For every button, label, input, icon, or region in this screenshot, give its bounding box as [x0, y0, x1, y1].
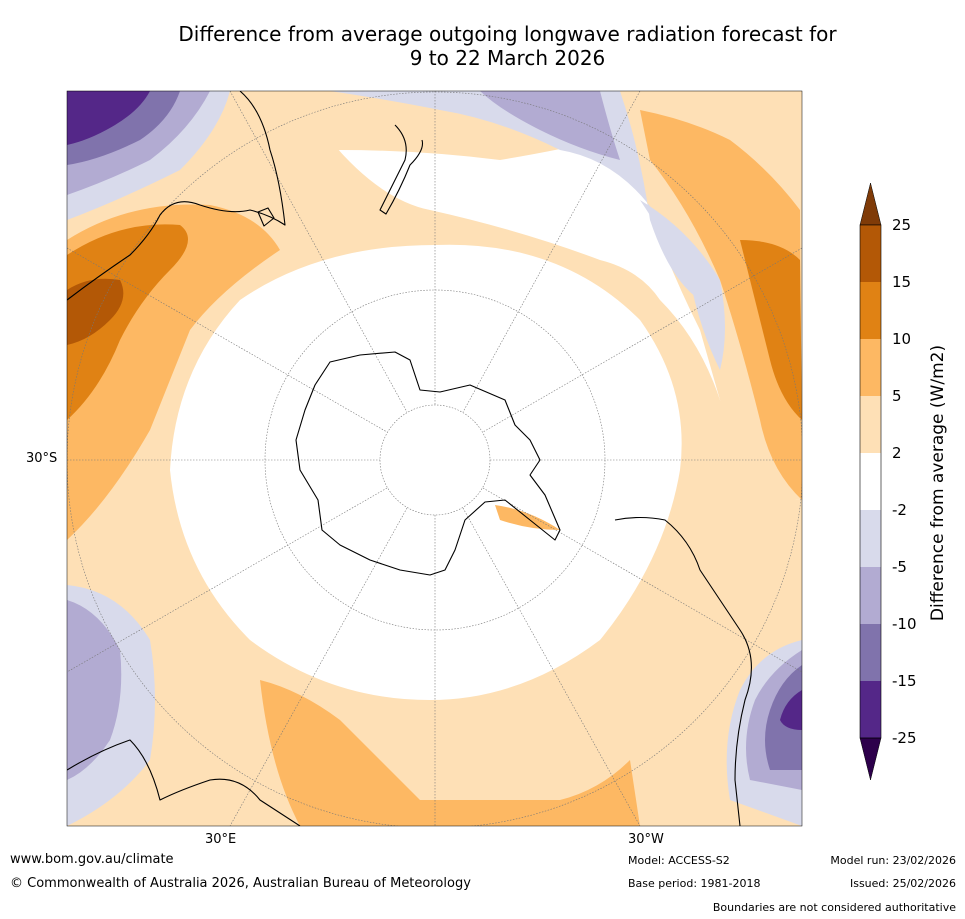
colorbar-tick-label: -2 — [892, 501, 907, 519]
anomaly-region-plus10-east — [740, 240, 802, 420]
meridian-line — [462, 91, 641, 413]
base-period-text: Base period: 1981-2018 — [628, 877, 761, 890]
colorbar-tick-label: -10 — [892, 615, 917, 633]
colorbar-tick-label: 5 — [892, 387, 902, 405]
colorbar-outline — [859, 224, 882, 739]
colorbar-ticks: 25 15 10 5 2 -2 -5 -10 -15 -25 — [892, 216, 917, 747]
antarctica-coastline — [295, 351, 561, 576]
title-line-2: 9 to 22 March 2026 — [409, 46, 606, 70]
website-link[interactable]: www.bom.gov.au/climate — [10, 852, 174, 867]
anomaly-region-minus5-north — [480, 91, 620, 160]
model-run-text: Model run: 23/02/2026 — [830, 854, 956, 867]
map-title: Difference from average outgoing longwav… — [0, 22, 965, 70]
anomaly-region-plus2-ring — [67, 91, 802, 826]
anomaly-region-plus15-west — [67, 278, 124, 345]
colorbar-under-triangle — [859, 737, 882, 781]
colorbar-segment — [860, 282, 881, 339]
colorbar-over-triangle — [859, 182, 882, 226]
anomaly-region-plus5-east — [640, 110, 802, 500]
meridian-line — [229, 507, 408, 826]
coastlines — [67, 91, 752, 826]
colorbar-segment — [860, 339, 881, 396]
south-america-coastline — [614, 516, 752, 826]
graticule — [67, 91, 802, 826]
colorbar: 25 15 10 5 2 -2 -5 -10 -15 -25 Differenc… — [859, 182, 948, 781]
africa-coastline — [67, 739, 301, 826]
title-line-1: Difference from average outgoing longwav… — [178, 22, 837, 46]
anomaly-region-plus5-south — [260, 680, 640, 826]
meridian-line — [462, 507, 641, 826]
meridian-line — [482, 487, 802, 673]
colorbar-tick-label: 10 — [892, 330, 911, 348]
colorbar-tick-label: -15 — [892, 672, 917, 690]
tasmania-coastline — [257, 207, 275, 227]
colorbar-tick-label: -25 — [892, 729, 917, 747]
copyright-text: © Commonwealth of Australia 2026, Austra… — [10, 876, 471, 891]
anomaly-region-plus10-west — [67, 224, 188, 420]
anomaly-region-minus15-se — [780, 690, 802, 730]
map-panel — [67, 91, 802, 826]
longitude-label-30w: 30°W — [628, 832, 664, 847]
map-frame — [66, 90, 803, 827]
meridian-line — [229, 91, 408, 413]
longitude-label-30e: 30°E — [205, 832, 237, 847]
anomaly-region-minus15-nw — [67, 91, 150, 145]
colorbar-segment — [860, 624, 881, 681]
colorbar-tick-label: 15 — [892, 273, 911, 291]
colorbar-segment — [860, 567, 881, 624]
model-text: Model: ACCESS-S2 — [628, 854, 730, 867]
colorbar-tick-label: -5 — [892, 558, 907, 576]
anomaly-region-minus5-sw — [67, 600, 122, 780]
colorbar-segment — [860, 453, 881, 510]
new-zealand-coastline — [379, 124, 424, 215]
colorbar-tick-label: 2 — [892, 444, 902, 462]
anomaly-region-minus2-east — [640, 200, 725, 370]
colorbar-segment — [860, 396, 881, 453]
colorbar-tick-label: 25 — [892, 216, 911, 234]
colorbar-segment — [860, 225, 881, 282]
colorbar-segment — [860, 681, 881, 738]
meridian-line — [482, 247, 802, 433]
colorbar-segment — [860, 510, 881, 567]
australia-coastline — [67, 91, 286, 301]
neutral-region-polar — [178, 249, 677, 690]
colorbar-label: Difference from average (W/m2) — [928, 345, 948, 621]
issued-text: Issued: 25/02/2026 — [849, 877, 956, 890]
disclaimer-text: Boundaries are not considered authoritat… — [712, 901, 956, 914]
latitude-label-30s: 30°S — [26, 451, 58, 466]
